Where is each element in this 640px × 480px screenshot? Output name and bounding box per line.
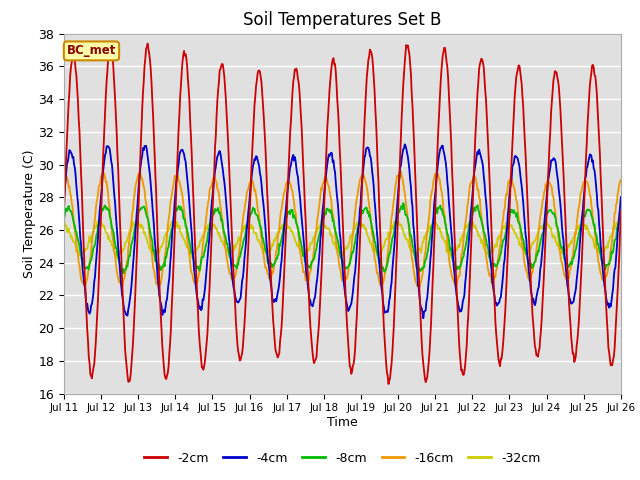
-32cm: [412, 250, 419, 256]
-2cm: [144, 41, 152, 47]
Title: Soil Temperatures Set B: Soil Temperatures Set B: [243, 11, 442, 29]
-16cm: [428, 189, 436, 194]
-8cm: [412, 258, 419, 264]
-16cm: [118, 285, 126, 290]
Line: -2cm: -2cm: [64, 44, 621, 384]
-4cm: [184, 185, 192, 191]
-2cm: [185, 86, 193, 92]
-2cm: [428, 299, 436, 305]
-32cm: [189, 255, 196, 261]
-16cm: [70, 223, 78, 229]
-32cm: [96, 216, 104, 222]
-2cm: [617, 208, 625, 214]
-8cm: [617, 214, 625, 220]
-8cm: [428, 225, 436, 230]
-32cm: [215, 230, 223, 236]
-8cm: [70, 221, 78, 227]
-2cm: [385, 381, 392, 387]
Y-axis label: Soil Temperature (C): Soil Temperature (C): [22, 149, 36, 278]
-2cm: [127, 363, 135, 369]
-4cm: [411, 241, 419, 247]
-8cm: [120, 270, 127, 276]
-32cm: [617, 219, 625, 225]
-4cm: [419, 315, 427, 321]
-2cm: [70, 54, 78, 60]
X-axis label: Time: Time: [327, 416, 358, 429]
-2cm: [412, 182, 419, 188]
-4cm: [214, 154, 221, 159]
-4cm: [127, 284, 135, 289]
Line: -16cm: -16cm: [64, 171, 621, 288]
-8cm: [60, 216, 68, 222]
-8cm: [214, 205, 222, 211]
-4cm: [60, 196, 68, 202]
Line: -4cm: -4cm: [64, 144, 621, 318]
-16cm: [128, 211, 136, 217]
-4cm: [428, 237, 436, 242]
-8cm: [399, 200, 407, 206]
-4cm: [401, 142, 408, 147]
Line: -32cm: -32cm: [64, 219, 621, 258]
Line: -8cm: -8cm: [64, 203, 621, 273]
-32cm: [128, 222, 136, 228]
-32cm: [60, 217, 68, 223]
-16cm: [412, 279, 419, 285]
-32cm: [185, 245, 193, 251]
-8cm: [185, 235, 193, 241]
-16cm: [397, 168, 404, 174]
-16cm: [214, 187, 222, 193]
-4cm: [617, 194, 625, 200]
-2cm: [214, 87, 222, 93]
-2cm: [60, 208, 68, 214]
-32cm: [428, 221, 436, 227]
Legend: -2cm, -4cm, -8cm, -16cm, -32cm: -2cm, -4cm, -8cm, -16cm, -32cm: [140, 447, 545, 469]
-16cm: [617, 177, 625, 183]
-16cm: [60, 175, 68, 181]
-4cm: [70, 162, 78, 168]
Text: BC_met: BC_met: [67, 44, 116, 58]
-32cm: [70, 239, 78, 245]
-16cm: [185, 245, 193, 251]
-8cm: [128, 239, 136, 245]
